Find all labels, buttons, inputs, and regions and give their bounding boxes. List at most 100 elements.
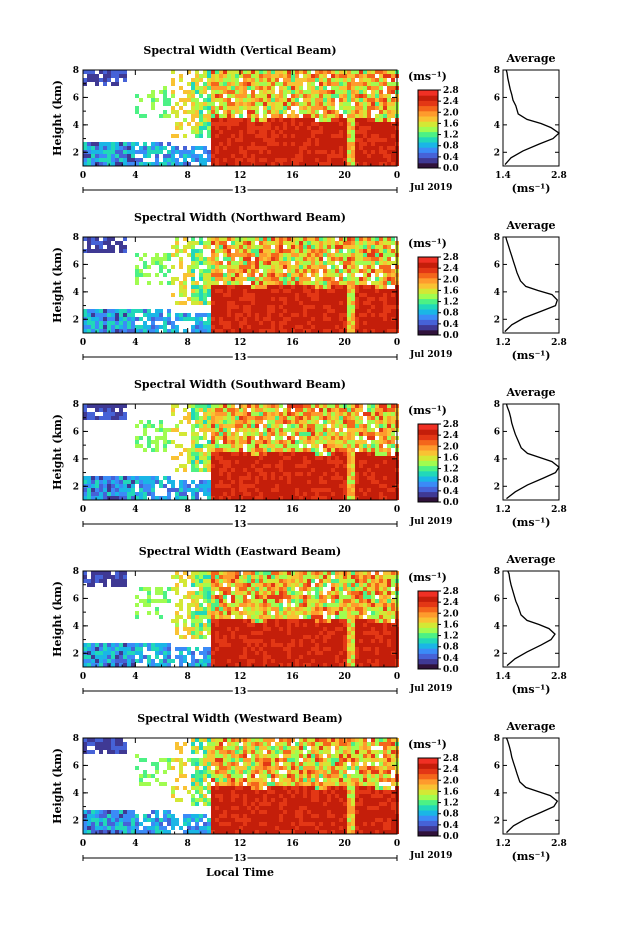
- heatmap-cell: [259, 420, 263, 424]
- heatmap-cell: [179, 162, 183, 166]
- heatmap-cell: [263, 432, 267, 436]
- heatmap-cell: [303, 452, 307, 456]
- heatmap-cell: [259, 329, 263, 333]
- heatmap-cell: [323, 245, 327, 249]
- heatmap-cell: [355, 321, 359, 325]
- heatmap-cell: [167, 253, 171, 257]
- heatmap-cell: [323, 106, 327, 110]
- heatmap-cell: [295, 138, 299, 142]
- heatmap-cell: [95, 78, 99, 82]
- heatmap-cell: [115, 412, 119, 416]
- heatmap-cell: [367, 70, 371, 74]
- heatmap-cell: [255, 476, 259, 480]
- heatmap-cell: [207, 130, 211, 134]
- heatmap-cell: [307, 484, 311, 488]
- heatmap-cell: [127, 663, 131, 667]
- heatmap-cell: [279, 118, 283, 122]
- heatmap-cell: [299, 142, 303, 146]
- heatmap-cell: [223, 293, 227, 297]
- heatmap-cell: [379, 488, 383, 492]
- heatmap-cell: [283, 94, 287, 98]
- profile-y-tick-label: 8: [494, 66, 500, 76]
- heatmap-cell: [383, 261, 387, 265]
- heatmap-cell: [215, 86, 219, 90]
- heatmap-cell: [267, 82, 271, 86]
- heatmap-cell: [179, 265, 183, 269]
- heatmap-cell: [275, 74, 279, 78]
- heatmap-cell: [275, 440, 279, 444]
- heatmap-cell: [115, 241, 119, 245]
- heatmap-cell: [323, 265, 327, 269]
- heatmap-cell: [255, 130, 259, 134]
- heatmap-cell: [179, 492, 183, 496]
- heatmap-cell: [123, 74, 127, 78]
- heatmap-cell: [187, 627, 191, 631]
- profile-line: [504, 69, 561, 166]
- heatmap-cell: [375, 253, 379, 257]
- heatmap-cell: [391, 130, 395, 134]
- heatmap-cell: [371, 94, 375, 98]
- heatmap-cell: [303, 281, 307, 285]
- heatmap-cell: [363, 412, 367, 416]
- heatmap-cell: [295, 492, 299, 496]
- heatmap-cell: [191, 468, 195, 472]
- heatmap-cell: [347, 134, 351, 138]
- heatmap-cell: [195, 110, 199, 114]
- heatmap-cell: [135, 643, 139, 647]
- heatmap-cell: [263, 329, 267, 333]
- heatmap-cell: [99, 579, 103, 583]
- heatmap-cell: [391, 428, 395, 432]
- heatmap-cell: [231, 253, 235, 257]
- heatmap-cell: [99, 655, 103, 659]
- heatmap-cell: [303, 317, 307, 321]
- heatmap-cell: [279, 82, 283, 86]
- heatmap-cell: [183, 102, 187, 106]
- heatmap-cell: [187, 448, 191, 452]
- heatmap-cell: [355, 313, 359, 317]
- heatmap-cell: [135, 106, 139, 110]
- heatmap-cell: [187, 273, 191, 277]
- date-label: Jul 2019: [409, 517, 452, 527]
- heatmap-cell: [247, 273, 251, 277]
- heatmap-cell: [379, 154, 383, 158]
- heatmap-cell: [211, 122, 215, 126]
- heatmap-cell: [343, 452, 347, 456]
- heatmap-cell: [303, 444, 307, 448]
- heatmap-cell: [147, 611, 151, 615]
- heatmap-cell: [255, 86, 259, 90]
- heatmap-cell: [215, 114, 219, 118]
- heatmap-cell: [251, 444, 255, 448]
- heatmap-cell: [211, 623, 215, 627]
- heatmap-cell: [307, 297, 311, 301]
- heatmap-cell: [311, 78, 315, 82]
- heatmap-cell: [351, 432, 355, 436]
- heatmap-cell: [259, 150, 263, 154]
- heatmap-cell: [131, 476, 135, 480]
- heatmap-cell: [215, 480, 219, 484]
- heatmap-cell: [223, 313, 227, 317]
- heatmap-cell: [391, 496, 395, 500]
- heatmap-cell: [255, 464, 259, 468]
- heatmap-cell: [115, 146, 119, 150]
- colorbar-swatch: [418, 309, 438, 315]
- heatmap-cell: [279, 480, 283, 484]
- heatmap-cell: [299, 476, 303, 480]
- heatmap-cell: [207, 329, 211, 333]
- heatmap-cell: [311, 142, 315, 146]
- heatmap-cell: [299, 472, 303, 476]
- colorbar-frame: [417, 89, 439, 169]
- heatmap-cell: [323, 404, 327, 408]
- heatmap-cell: [203, 281, 207, 285]
- heatmap-cell: [383, 424, 387, 428]
- heatmap-cell: [287, 285, 291, 289]
- heatmap-cell: [115, 663, 119, 667]
- heatmap-cell: [379, 412, 383, 416]
- heatmap-cell: [211, 134, 215, 138]
- heatmap-cell: [155, 146, 159, 150]
- heatmap-cell: [191, 591, 195, 595]
- heatmap-cell: [367, 277, 371, 281]
- heatmap-cell: [359, 444, 363, 448]
- heatmap-cell: [343, 440, 347, 444]
- heatmap-cell: [307, 293, 311, 297]
